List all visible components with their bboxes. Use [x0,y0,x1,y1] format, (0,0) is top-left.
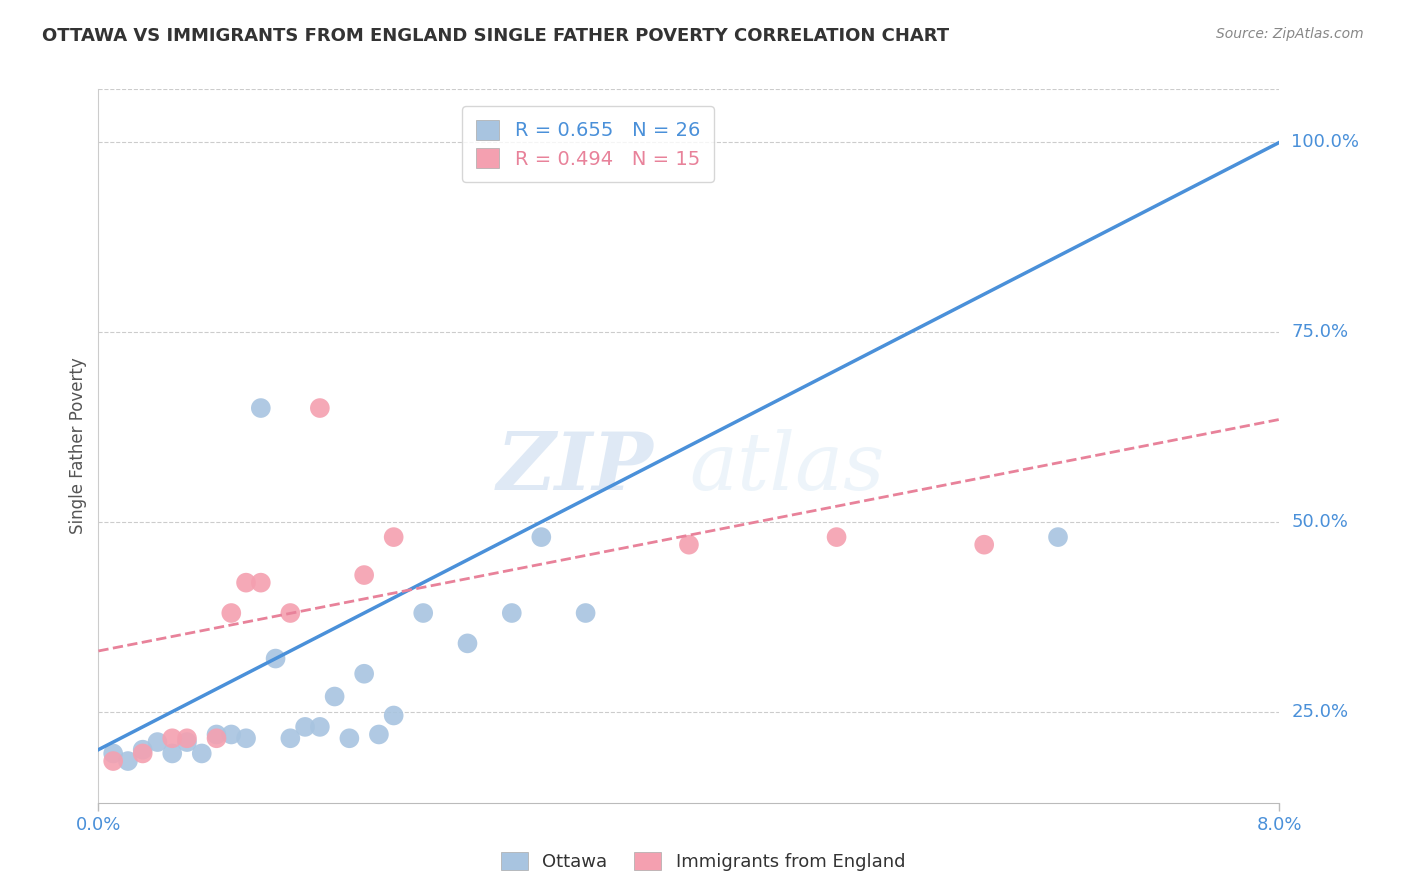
Point [412,606,434,620]
Point [501,606,523,620]
Point [382,708,405,723]
Point [191,747,214,761]
Point [382,530,405,544]
Text: 100.0%: 100.0% [1291,133,1360,152]
Point [323,690,346,704]
Point [530,530,553,544]
Point [219,606,242,620]
Point [103,754,124,768]
Point [146,735,169,749]
Point [264,651,287,665]
Text: atlas: atlas [689,429,884,506]
Point [235,731,257,746]
Point [132,742,155,756]
Point [973,538,995,552]
Point [574,606,596,620]
Text: 50.0%: 50.0% [1291,513,1348,531]
Y-axis label: Single Father Poverty: Single Father Poverty [69,358,87,534]
Point [162,747,183,761]
Legend: Ottawa, Immigrants from England: Ottawa, Immigrants from England [494,845,912,879]
Point [294,720,316,734]
Point [117,754,139,768]
Text: Source: ZipAtlas.com: Source: ZipAtlas.com [1216,27,1364,41]
Point [353,666,375,681]
Text: ZIP: ZIP [496,429,654,506]
Point [205,731,228,746]
Point [308,401,332,415]
Text: 75.0%: 75.0% [1291,323,1348,341]
Legend: R = 0.655   N = 26, R = 0.494   N = 15: R = 0.655 N = 26, R = 0.494 N = 15 [463,106,714,182]
Point [176,731,198,746]
Point [250,575,273,590]
Point [162,731,183,746]
Point [235,575,257,590]
Point [337,731,360,746]
Point [678,538,700,552]
Point [278,731,301,746]
Text: 25.0%: 25.0% [1291,703,1348,721]
Point [456,636,478,650]
Point [132,747,155,761]
Point [308,720,332,734]
Point [205,727,228,741]
Point [176,735,198,749]
Point [250,401,273,415]
Text: OTTAWA VS IMMIGRANTS FROM ENGLAND SINGLE FATHER POVERTY CORRELATION CHART: OTTAWA VS IMMIGRANTS FROM ENGLAND SINGLE… [42,27,949,45]
Point [1046,530,1069,544]
Point [353,568,375,582]
Point [278,606,301,620]
Point [103,747,124,761]
Point [825,530,848,544]
Point [367,727,389,741]
Point [219,727,242,741]
